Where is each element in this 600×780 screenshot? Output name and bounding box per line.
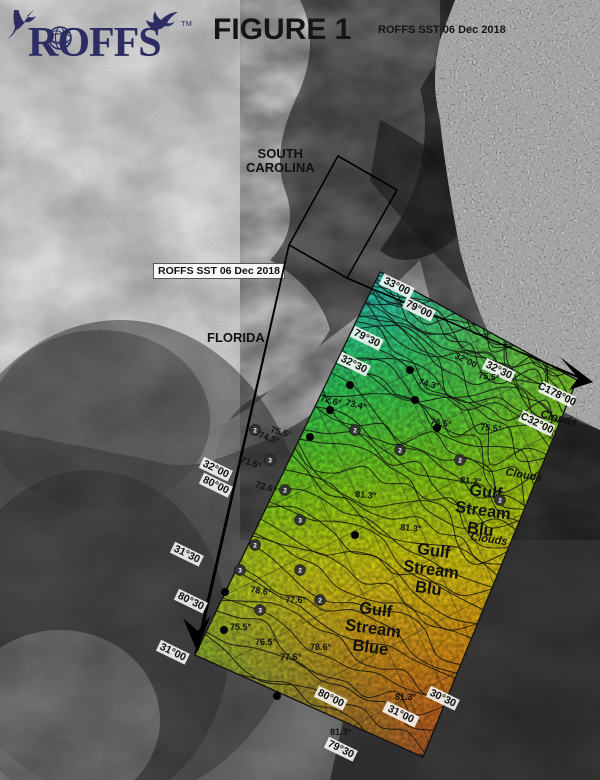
svg-text:77.6°: 77.6° bbox=[280, 652, 302, 662]
svg-text:33°00: 33°00 bbox=[382, 275, 412, 298]
svg-text:76.5°: 76.5° bbox=[255, 637, 277, 647]
svg-text:2: 2 bbox=[283, 488, 287, 495]
svg-text:80°30: 80°30 bbox=[176, 590, 206, 613]
svg-text:3: 3 bbox=[268, 458, 272, 465]
svg-text:Blue: Blue bbox=[351, 636, 389, 659]
svg-text:3: 3 bbox=[258, 608, 262, 615]
svg-text:2: 2 bbox=[353, 428, 357, 435]
svg-text:75.5°: 75.5° bbox=[230, 622, 252, 632]
svg-text:81.3°: 81.3° bbox=[395, 692, 417, 702]
svg-text:78.6°: 78.6° bbox=[310, 642, 332, 652]
svg-text:3: 3 bbox=[298, 518, 302, 525]
svg-text:72.6°: 72.6° bbox=[254, 479, 277, 495]
svg-text:74.3°: 74.3° bbox=[417, 376, 440, 391]
svg-text:Stream: Stream bbox=[402, 557, 460, 583]
svg-text:2: 2 bbox=[298, 568, 302, 575]
svg-text:Clouds: Clouds bbox=[470, 531, 509, 548]
svg-text:79°00: 79°00 bbox=[404, 298, 434, 321]
svg-text:31°00: 31°00 bbox=[158, 641, 188, 664]
svg-text:71.5°: 71.5° bbox=[239, 454, 263, 471]
svg-text:79°30: 79°30 bbox=[326, 738, 356, 761]
svg-text:80°00: 80°00 bbox=[316, 687, 346, 710]
svg-text:32°00: 32°00 bbox=[453, 351, 479, 370]
svg-text:C178°00: C178°00 bbox=[536, 380, 578, 409]
svg-text:78.6°: 78.6° bbox=[250, 584, 273, 598]
svg-text:72.6°: 72.6° bbox=[319, 392, 343, 408]
svg-text:75.5°: 75.5° bbox=[480, 422, 502, 434]
svg-text:3: 3 bbox=[238, 568, 242, 575]
svg-text:73.4°: 73.4° bbox=[345, 397, 368, 412]
svg-text:32°30: 32°30 bbox=[339, 353, 369, 376]
svg-text:81.3°: 81.3° bbox=[355, 489, 377, 501]
svg-text:2: 2 bbox=[498, 498, 502, 505]
svg-text:81.3°: 81.3° bbox=[400, 522, 422, 534]
svg-text:2: 2 bbox=[458, 458, 462, 465]
svg-text:79°30: 79°30 bbox=[352, 327, 382, 350]
svg-text:2: 2 bbox=[253, 543, 257, 550]
svg-text:31°00: 31°00 bbox=[386, 703, 416, 726]
svg-text:Blu: Blu bbox=[414, 578, 443, 600]
svg-text:30°30: 30°30 bbox=[428, 687, 458, 710]
svg-text:81.3°: 81.3° bbox=[330, 727, 352, 737]
svg-text:31°30: 31°30 bbox=[172, 543, 202, 566]
svg-text:2: 2 bbox=[398, 448, 402, 455]
svg-text:2: 2 bbox=[253, 428, 257, 435]
svg-text:75.5°: 75.5° bbox=[478, 370, 501, 383]
svg-text:77.6°: 77.6° bbox=[285, 595, 307, 605]
svg-text:Clouds: Clouds bbox=[504, 466, 543, 484]
svg-text:2: 2 bbox=[318, 598, 322, 605]
